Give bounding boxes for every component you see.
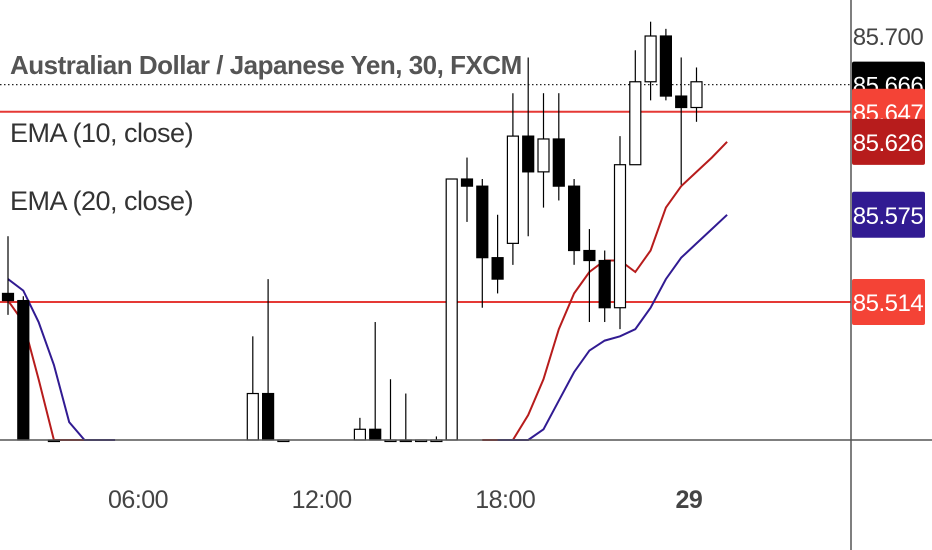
candle[interactable] — [384, 379, 397, 443]
candle[interactable] — [598, 250, 611, 323]
candle[interactable] — [659, 28, 673, 101]
candle-body-down — [17, 299, 30, 441]
candle-body-down — [522, 135, 535, 173]
candle-body-down — [598, 259, 611, 309]
time-tick-label: 06:00 — [108, 486, 168, 514]
candle-body-up — [644, 35, 657, 83]
time-axis[interactable]: 06:00 12:00 18:00 29 — [108, 486, 703, 514]
candle-body-up — [690, 81, 703, 109]
candle-body-down — [262, 392, 275, 441]
candle[interactable] — [460, 157, 474, 222]
candle-body-down — [460, 178, 474, 187]
candle-body-up — [246, 392, 259, 441]
candle[interactable] — [583, 229, 596, 323]
price-label-tick: 85.700 — [853, 24, 924, 51]
price-label-text: 85.575 — [853, 203, 924, 230]
candle[interactable] — [690, 67, 703, 122]
candle-body-up — [629, 81, 642, 166]
time-tick-label: 18:00 — [475, 486, 535, 514]
candle[interactable] — [353, 417, 366, 441]
candle[interactable] — [506, 93, 519, 265]
candle[interactable] — [644, 21, 657, 101]
candle-body-up — [506, 135, 519, 244]
candle[interactable] — [262, 279, 275, 441]
candle-body-down — [476, 185, 489, 259]
candle[interactable] — [17, 296, 30, 441]
symbol-title[interactable]: Australian Dollar / Japanese Yen, 30, FX… — [10, 50, 522, 80]
candle-body-up — [613, 164, 627, 309]
candle[interactable] — [369, 322, 382, 441]
price-label-level: 85.514 — [852, 279, 925, 325]
candle-body-down — [567, 185, 581, 252]
price-label-bg — [852, 118, 925, 165]
candle-body-down — [369, 428, 382, 441]
candle-body-down — [675, 95, 688, 109]
candle-body-down — [583, 249, 596, 262]
candle-body-down — [1, 292, 15, 302]
ema-20-legend[interactable]: EMA (20, close) — [10, 186, 194, 216]
price-label-bg — [852, 191, 925, 238]
candle-body-up — [353, 428, 366, 441]
ema-10-legend[interactable]: EMA (10, close) — [10, 118, 194, 148]
candle[interactable] — [522, 57, 535, 237]
candle[interactable] — [491, 214, 504, 294]
price-label-ema20: 85.575 — [852, 191, 925, 238]
candle[interactable] — [399, 393, 412, 443]
candle[interactable] — [445, 178, 458, 441]
candle[interactable] — [476, 179, 489, 308]
price-label-ema10: 85.626 — [852, 118, 925, 165]
candle[interactable] — [613, 136, 627, 330]
time-tick-label: 12:00 — [292, 486, 352, 514]
price-label-text: 85.700 — [853, 24, 924, 51]
candle[interactable] — [1, 236, 15, 315]
candle[interactable] — [537, 93, 550, 208]
candle-body-down — [491, 257, 504, 280]
candle-body-down — [659, 35, 673, 97]
candle[interactable] — [675, 57, 688, 185]
candle-body-up — [537, 138, 550, 173]
price-label-text: 85.626 — [853, 130, 924, 157]
candle[interactable] — [629, 50, 642, 166]
price-label-bg — [852, 279, 925, 325]
candle-body-down — [552, 138, 565, 187]
price-label-text: 85.514 — [853, 290, 924, 317]
candle[interactable] — [567, 179, 581, 265]
time-tick-label: 29 — [675, 486, 702, 514]
candle-body-up — [445, 178, 458, 441]
candle[interactable] — [552, 93, 565, 201]
candle[interactable] — [246, 336, 259, 441]
